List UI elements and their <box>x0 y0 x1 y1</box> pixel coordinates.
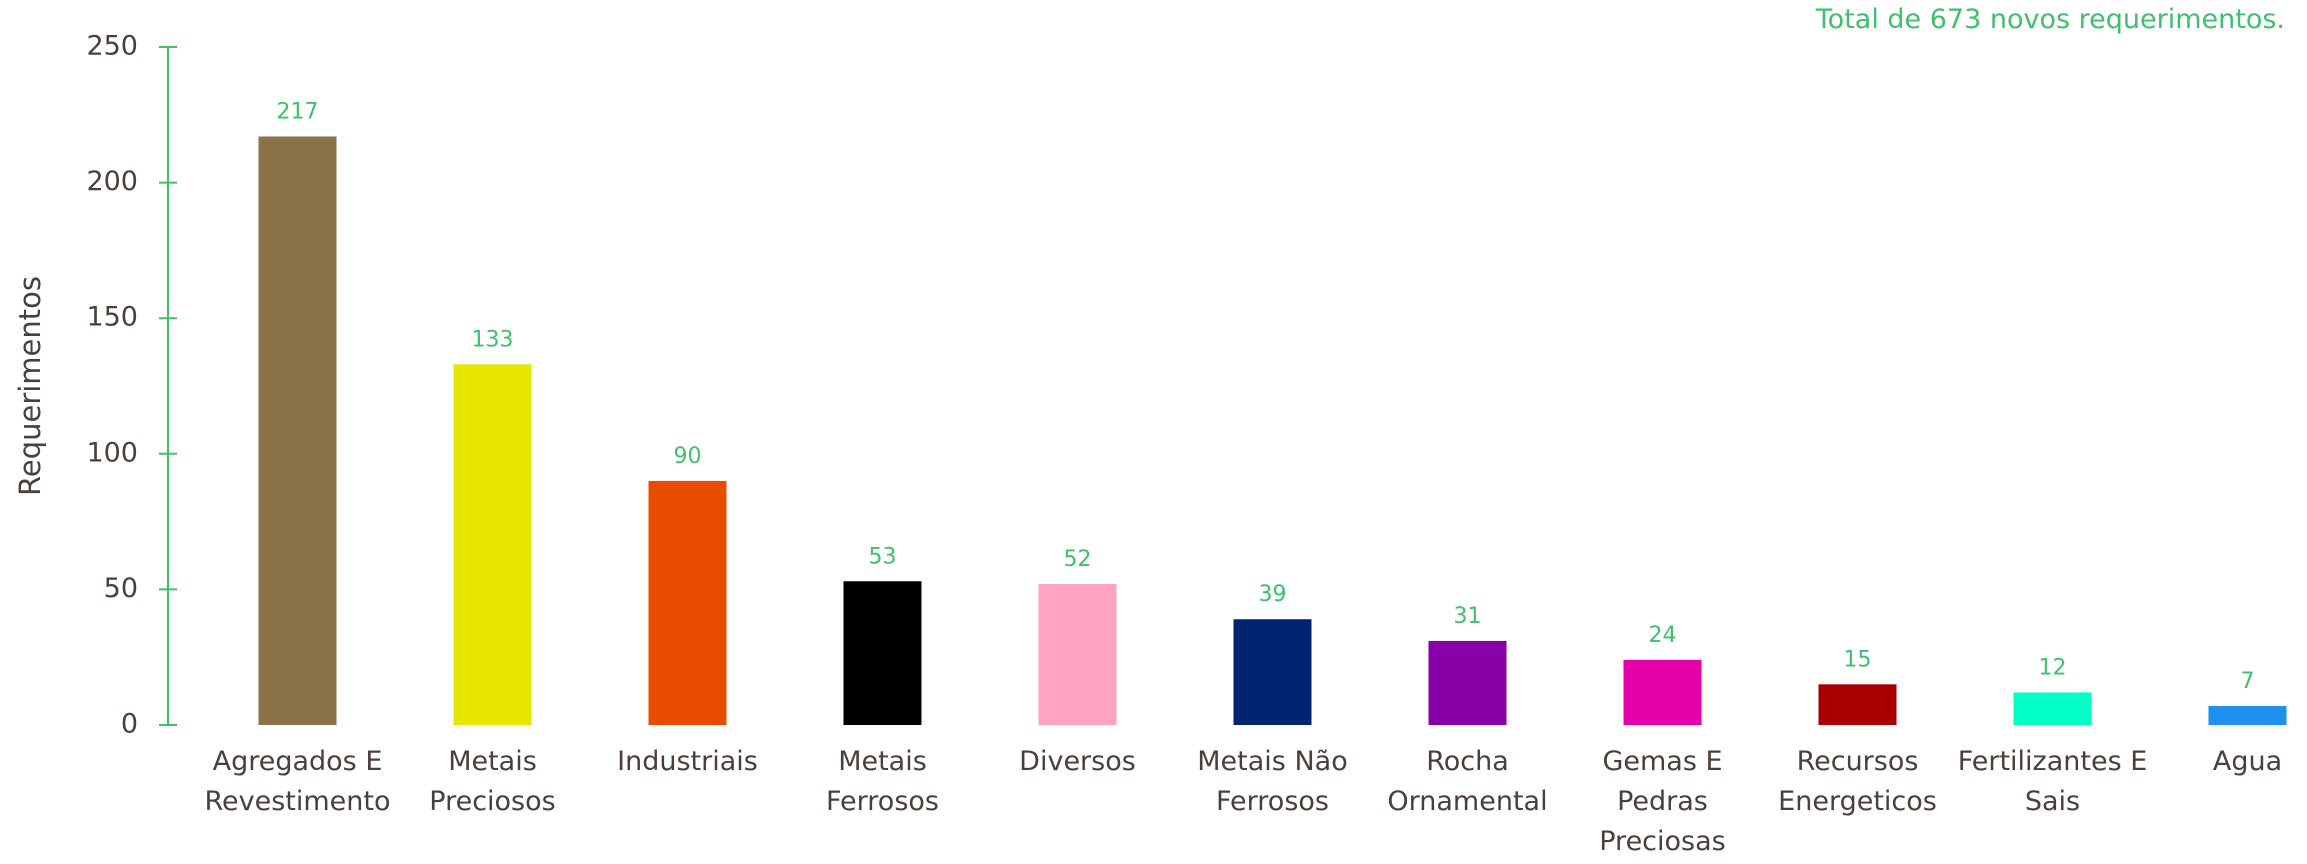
category-label-line: Metais Não <box>1197 746 1347 777</box>
y-axis: 0 50 100 150 200 250 <box>86 31 177 740</box>
category-label-line: Metais <box>448 746 537 777</box>
bar <box>2013 692 2092 725</box>
bar <box>258 136 337 726</box>
bar <box>1623 659 1702 725</box>
category-label-line: Energeticos <box>1778 786 1937 817</box>
category-label: Agua <box>2213 746 2282 777</box>
category-label-line: Industriais <box>617 746 758 777</box>
bar-value-label: 31 <box>1454 604 1482 629</box>
category-label-line: Recursos <box>1797 746 1919 777</box>
y-tick-label: 150 <box>86 302 138 333</box>
category-label-line: Preciosos <box>429 786 555 817</box>
category-label: Fertilizantes E Sais <box>1958 746 2148 817</box>
category-label-line: Pedras <box>1617 786 1708 817</box>
y-tick-label: 0 <box>121 709 138 740</box>
bar <box>2208 706 2287 725</box>
category-label: Agregados E Revestimento <box>204 746 390 817</box>
category-label-line: Sais <box>2025 786 2080 817</box>
category-label-line: Metais <box>838 746 927 777</box>
category-label: Metais Ferrosos <box>826 746 939 817</box>
bar-value-label: 53 <box>869 544 897 569</box>
category-label-line: Gemas E <box>1602 746 1722 777</box>
bar <box>1233 619 1312 725</box>
bar <box>843 581 922 725</box>
bars: 217 133 90 53 52 39 31 24 15 12 7 <box>258 99 2287 726</box>
category-label-line: Ornamental <box>1387 786 1547 817</box>
category-label-line: Preciosas <box>1599 826 1725 857</box>
category-label: Metais Não Ferrosos <box>1197 746 1347 817</box>
x-axis-labels: Agregados E Revestimento Metais Preciosos In… <box>204 746 2282 857</box>
bar-value-label: 15 <box>1844 647 1872 672</box>
category-label-line: Diversos <box>1019 746 1136 777</box>
bar-value-label: 24 <box>1649 623 1677 648</box>
y-tick-label: 100 <box>86 437 138 468</box>
bar-value-label: 7 <box>2241 669 2255 694</box>
category-label: Diversos <box>1019 746 1136 777</box>
category-label-line: Agua <box>2213 746 2282 777</box>
category-label: Industriais <box>617 746 758 777</box>
category-label-line: Rocha <box>1426 746 1509 777</box>
y-axis-title: Requerimentos <box>13 276 47 496</box>
category-label-line: Ferrosos <box>1216 786 1329 817</box>
bar <box>453 364 532 725</box>
y-tick-label: 50 <box>104 573 138 604</box>
bar-value-label: 133 <box>472 327 514 352</box>
category-label: Gemas E Pedras Preciosas <box>1599 746 1725 857</box>
category-label-line: Ferrosos <box>826 786 939 817</box>
bar <box>1428 640 1507 725</box>
category-label-line: Revestimento <box>204 786 390 817</box>
total-note: Total de 673 novos requerimentos. <box>1815 4 2285 35</box>
bar-value-label: 217 <box>277 99 319 124</box>
category-label-line: Agregados E <box>213 746 383 777</box>
bar <box>1818 684 1897 725</box>
bar-value-label: 90 <box>674 444 702 469</box>
bar-value-label: 52 <box>1064 547 1092 572</box>
y-tick-label: 250 <box>86 31 138 62</box>
category-label: Metais Preciosos <box>429 746 555 817</box>
category-label: Recursos Energeticos <box>1778 746 1937 817</box>
y-tick-label: 200 <box>86 166 138 197</box>
bar <box>648 480 727 725</box>
bar-value-label: 39 <box>1259 582 1287 607</box>
bar-value-label: 12 <box>2039 655 2067 680</box>
bar <box>1038 583 1117 725</box>
category-label: Rocha Ornamental <box>1387 746 1547 817</box>
category-label-line: Fertilizantes E <box>1958 746 2148 777</box>
